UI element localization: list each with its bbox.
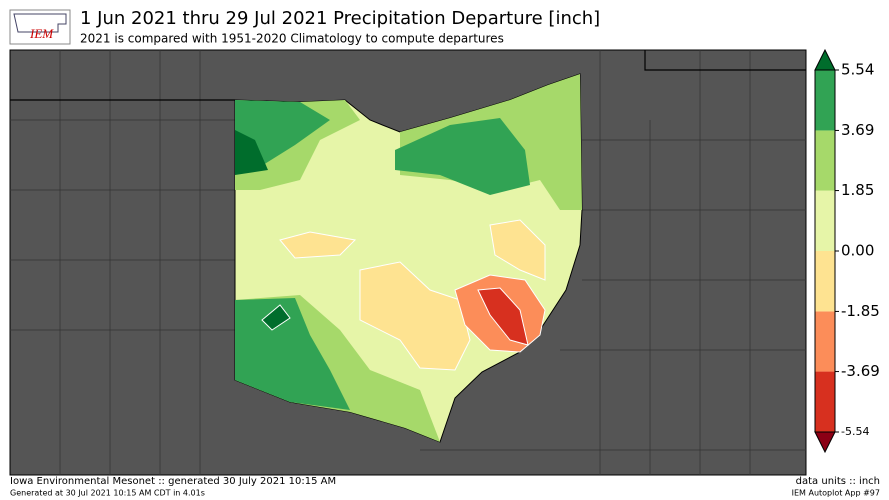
colorbar-label: -3.69	[841, 362, 880, 380]
footer-left: Iowa Environmental Mesonet :: generated …	[10, 476, 336, 487]
nw-wettest	[235, 130, 268, 175]
footer-left-small: Generated at 30 Jul 2021 10:15 AM CDT in…	[10, 489, 205, 498]
logo-text: IEM	[29, 26, 54, 41]
colorbar-label: 5.54	[841, 61, 874, 79]
colorbar-label: 1.85	[841, 181, 874, 199]
colorbar: -5.54 -3.69 -1.85 0.00 1.85 3.69 5.54	[814, 48, 880, 454]
colorbar-band	[815, 371, 835, 432]
colorbar-label: 3.69	[841, 121, 874, 139]
footer-right: data units :: inch	[796, 476, 880, 487]
colorbar-band	[815, 251, 835, 312]
colorbar-label: 0.00	[841, 242, 874, 260]
dry-east	[489, 219, 546, 281]
dry-central	[359, 261, 471, 371]
colorbar-band	[815, 70, 835, 131]
dry-west	[279, 231, 357, 259]
sw-wetter	[235, 298, 350, 410]
subtitle: 2021 is compared with 1951-2020 Climatol…	[80, 32, 504, 46]
colorbar-under	[814, 431, 836, 454]
colorbar-label: -5.54	[841, 425, 869, 438]
colorbar-band	[815, 130, 835, 191]
footer-right-small: IEM Autoplot App #97	[792, 489, 880, 498]
colorbar-label: -1.85	[841, 302, 880, 320]
logo-box	[9, 9, 71, 45]
map	[9, 49, 807, 476]
county-grid	[10, 50, 806, 475]
sw-wettest	[261, 304, 291, 331]
colorbar-band	[815, 190, 835, 251]
logo-shape	[13, 13, 67, 33]
colorbar-over	[814, 48, 836, 71]
colorbar-band	[815, 311, 835, 372]
title: 1 Jun 2021 thru 29 Jul 2021 Precipitatio…	[80, 8, 600, 29]
ne-wetter	[395, 118, 530, 195]
red-area	[477, 287, 529, 346]
